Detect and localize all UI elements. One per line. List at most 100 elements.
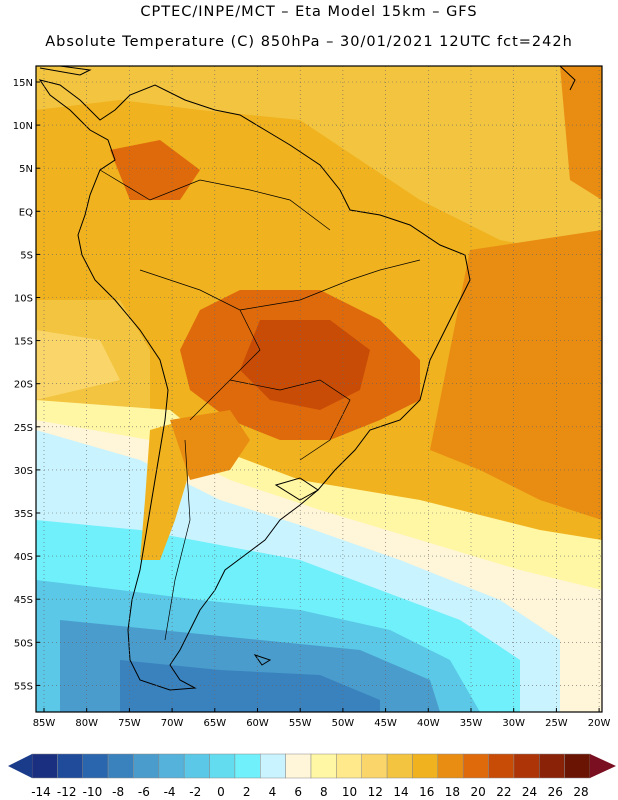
colorbar-cell	[462, 753, 489, 779]
colorbar-cell	[285, 753, 312, 779]
colorbar-label: 28	[573, 785, 588, 799]
temperature-field	[36, 66, 602, 712]
colorbar-cell	[57, 753, 83, 779]
field-pacific-yellow	[36, 330, 120, 400]
colorbar-label: -6	[138, 785, 150, 799]
colorbar-cell	[488, 753, 515, 779]
lat-label: 35S	[14, 509, 33, 520]
lon-label: 70W	[161, 718, 184, 729]
field-andes-north-warm	[110, 140, 200, 200]
caribbean-islands	[559, 65, 576, 91]
lat-label: 50S	[14, 638, 33, 649]
border-central	[239, 259, 421, 311]
colorbar-cell	[564, 753, 591, 779]
lat-label: 45S	[14, 595, 33, 606]
coastlines	[38, 65, 576, 691]
colorbar-cell	[539, 753, 565, 779]
colorbar-cell	[260, 753, 286, 779]
rio-de-la-plata	[274, 477, 319, 501]
colorbar-label: -14	[31, 785, 51, 799]
colorbar-cells	[31, 753, 591, 779]
colorbar-cell	[183, 753, 210, 779]
field-atlantic-warm	[430, 230, 602, 520]
lon-label: 40W	[417, 718, 440, 729]
colorbar-cell	[361, 753, 388, 779]
chart-title-line1: CPTEC/INPE/MCT – Eta Model 15km – GFS	[140, 4, 478, 20]
colorbar-label: 2	[243, 785, 251, 799]
lon-label: 55W	[289, 718, 312, 729]
colorbar-cell	[234, 753, 261, 779]
colorbar-cell	[386, 753, 413, 779]
colorbar-label: 0	[217, 785, 225, 799]
lat-label: 25S	[14, 423, 33, 434]
lon-label: 85W	[33, 718, 56, 729]
lon-label: 50W	[332, 718, 355, 729]
colorbar-label: -4	[164, 785, 176, 799]
colorbar-label: 14	[393, 785, 408, 799]
colorbar-label: 4	[269, 785, 277, 799]
colorbar-cell	[310, 753, 337, 779]
colorbar-label: -10	[83, 785, 103, 799]
lat-label: 10S	[14, 294, 33, 305]
central-america-coast	[39, 65, 92, 76]
lat-label: 10N	[13, 121, 33, 132]
lat-label: 40S	[14, 552, 33, 563]
lon-label: 60W	[246, 718, 269, 729]
colorbar-cell	[412, 753, 439, 779]
map-frame	[35, 65, 603, 713]
lon-label: 20W	[588, 718, 611, 729]
lat-label: 5N	[19, 164, 33, 175]
chart-title-line2: Absolute Temperature (C) 850hPa – 30/01/…	[45, 34, 573, 50]
colorbar-label: -2	[189, 785, 201, 799]
field-chile-warm	[140, 420, 190, 560]
colorbar-cell	[158, 753, 185, 779]
colorbar-cell	[209, 753, 236, 779]
border-andes	[164, 439, 191, 641]
colorbar-label: 20	[471, 785, 486, 799]
field-interior-core	[240, 320, 370, 410]
colorbar-labels: -14 -12 -10 -8 -6 -4 -2 0 2 4 6 8 10 12 14 16 18 20 22 24 26…	[31, 785, 588, 799]
colorbar-high-arrow	[590, 754, 616, 778]
lat-label: 20S	[14, 380, 33, 391]
country-borders	[99, 169, 421, 641]
colorbar-label: 6	[294, 785, 302, 799]
colorbar-label: 12	[368, 785, 383, 799]
border-north	[99, 169, 331, 231]
colorbar-label: -8	[112, 785, 124, 799]
longitude-labels: 85W 80W 75W 70W 65W 60W 55W 50W 45W 40W 35W 30W 25W 2…	[33, 708, 611, 729]
colorbar-cell	[437, 753, 464, 779]
lon-label: 35W	[460, 718, 483, 729]
latitude-labels: 15N 10N 5N EQ 5S 10S 15S 20S 25S 30S 35S 40S 45S 50S 5…	[13, 78, 40, 692]
colorbar-label: 24	[522, 785, 537, 799]
falklands	[253, 654, 272, 666]
colorbar-cell	[82, 753, 109, 779]
colorbar-label: 18	[445, 785, 460, 799]
lon-label: 25W	[545, 718, 568, 729]
colorbar-label: 26	[548, 785, 563, 799]
colorbar-cell	[133, 753, 160, 779]
colorbar-label: 8	[320, 785, 328, 799]
colorbar-cell	[107, 753, 134, 779]
lon-label: 75W	[118, 718, 141, 729]
south-america-outline	[38, 79, 471, 691]
colorbar-cell	[31, 753, 58, 779]
border-west	[139, 269, 261, 421]
colorbar-label: 16	[419, 785, 434, 799]
lon-label: 65W	[203, 718, 226, 729]
field-argentina-warm	[170, 410, 250, 480]
colorbar-cell	[513, 753, 540, 779]
colorbar-cell	[336, 753, 362, 779]
lat-label: 15N	[13, 78, 33, 89]
lon-label: 80W	[75, 718, 98, 729]
colorbar-label: -12	[57, 785, 77, 799]
colorbar-label: 22	[496, 785, 511, 799]
lon-label: 45W	[374, 718, 397, 729]
colorbar-label: 10	[342, 785, 357, 799]
lat-label: 55S	[14, 681, 33, 692]
lon-label: 30W	[502, 718, 525, 729]
lat-label: 30S	[14, 466, 33, 477]
lat-label: 5S	[20, 250, 33, 261]
border-south	[229, 379, 351, 461]
